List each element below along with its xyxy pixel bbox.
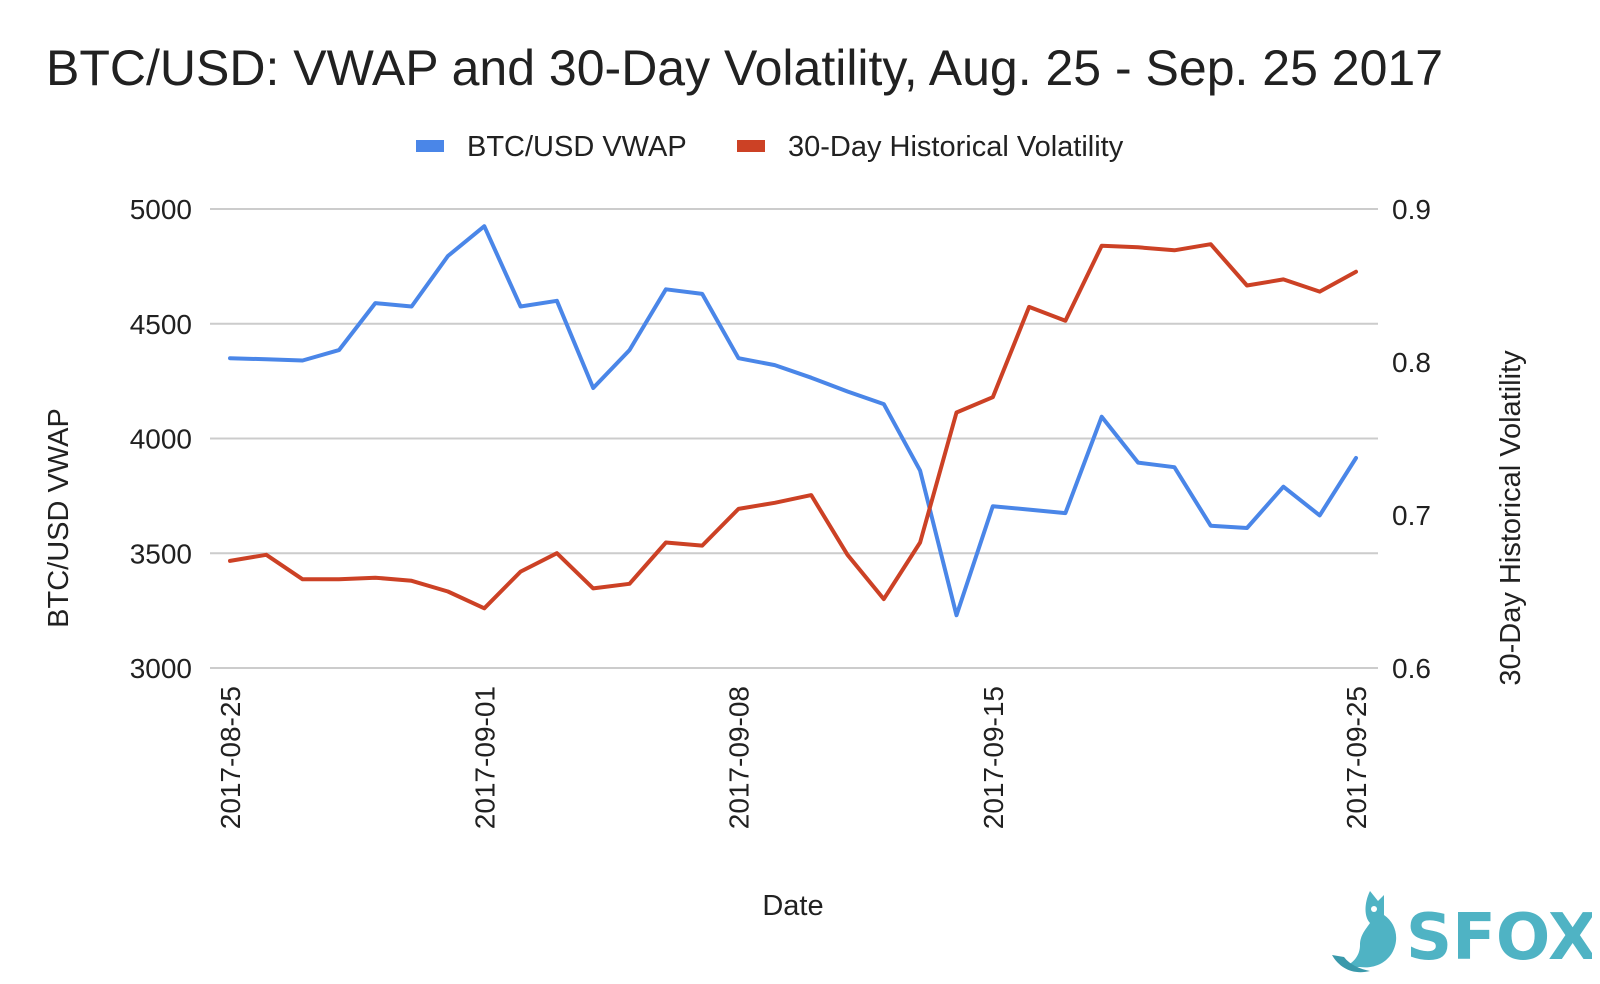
legend-swatch-volatility xyxy=(737,140,765,152)
y-tick-left-label: 3000 xyxy=(130,653,192,684)
x-tick-label: 2017-09-08 xyxy=(724,686,755,829)
legend-swatch-vwap xyxy=(416,140,444,152)
y-axis-right-title: 30-Day Historical Volatility xyxy=(1495,350,1527,686)
y-tick-right-label: 0.7 xyxy=(1392,500,1431,531)
fox-icon xyxy=(1332,891,1397,973)
series-line-vwap xyxy=(228,224,1358,618)
legend: BTC/USD VWAP 30-Day Historical Volatilit… xyxy=(416,131,1124,163)
y-tick-left-label: 4500 xyxy=(130,309,192,340)
y-tick-left-label: 3500 xyxy=(130,538,192,569)
y-tick-right-label: 0.6 xyxy=(1392,653,1431,684)
legend-label-volatility: 30-Day Historical Volatility xyxy=(788,131,1124,163)
x-tick-label: 2017-09-25 xyxy=(1341,686,1372,829)
logo-text: SFOX xyxy=(1406,901,1592,975)
x-tick-label: 2017-09-15 xyxy=(978,686,1009,829)
y-tick-left-label: 5000 xyxy=(130,194,192,225)
y-tick-left-label: 4000 xyxy=(130,424,192,455)
series-lines xyxy=(228,224,1358,618)
x-axis-ticks: 2017-08-25 2017-09-01 2017-09-08 2017-09-15… xyxy=(215,686,1372,829)
chart-title: BTC/USD: VWAP and 30-Day Volatility, Aug… xyxy=(46,40,1444,96)
y-axis-right-ticks: 0.6 0.7 0.8 0.9 xyxy=(1392,194,1431,684)
y-axis-left-title: BTC/USD VWAP xyxy=(43,408,75,628)
y-tick-right-label: 0.9 xyxy=(1392,194,1431,225)
y-tick-right-label: 0.8 xyxy=(1392,347,1431,378)
x-tick-label: 2017-08-25 xyxy=(215,686,246,829)
gridlines xyxy=(210,208,1378,669)
sfox-logo: SFOX xyxy=(1332,891,1592,975)
y-axis-left-ticks: 3000 3500 4000 4500 5000 xyxy=(130,194,192,684)
legend-label-vwap: BTC/USD VWAP xyxy=(467,131,687,163)
x-axis-title: Date xyxy=(762,890,823,922)
series-line-volatility xyxy=(228,242,1358,611)
x-tick-label: 2017-09-01 xyxy=(469,686,500,829)
